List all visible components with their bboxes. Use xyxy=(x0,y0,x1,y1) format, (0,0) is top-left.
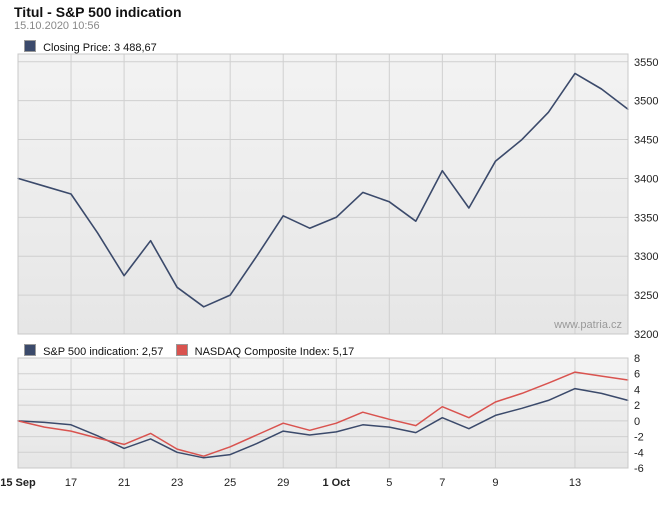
y-tick-label: 4 xyxy=(634,384,640,396)
legend-swatch-nasdaq xyxy=(176,344,188,356)
y-tick-label: -4 xyxy=(634,447,644,459)
x-tick-label: 15 Sep xyxy=(0,477,36,489)
legend-bottom: S&P 500 indication: 2,57 NASDAQ Composit… xyxy=(24,344,354,358)
watermark: www.patria.cz xyxy=(553,319,622,331)
legend-swatch-closing xyxy=(24,40,36,52)
legend-closing-price-label: Closing Price: 3 488,67 xyxy=(43,42,157,54)
legend-closing-price: Closing Price: 3 488,67 xyxy=(24,40,157,54)
y-tick-label: 6 xyxy=(634,369,640,381)
x-tick-label: 17 xyxy=(65,477,77,489)
y-tick-label: 3400 xyxy=(634,173,658,185)
y-tick-label: -6 xyxy=(634,463,644,475)
page-timestamp: 15.10.2020 10:56 xyxy=(14,20,182,32)
y-tick-label: 3500 xyxy=(634,96,658,108)
legend-sp500-label: S&P 500 indication: 2,57 xyxy=(43,346,163,358)
legend-swatch-sp500 xyxy=(24,344,36,356)
y-tick-label: 0 xyxy=(634,416,640,428)
y-tick-label: 3300 xyxy=(634,251,658,263)
y-tick-label: -2 xyxy=(634,432,644,444)
y-tick-label: 3550 xyxy=(634,57,658,69)
page-title: Titul - S&P 500 indication xyxy=(14,4,182,20)
y-tick-label: 3350 xyxy=(634,212,658,224)
x-tick-label: 21 xyxy=(118,477,130,489)
x-tick-label: 5 xyxy=(386,477,392,489)
x-tick-label: 7 xyxy=(439,477,445,489)
comparison-chart: -6 -4 -2 0 2 4 6 8 15 Sep 17 21 23 25 29 1 Oct 5 7 9 13 xyxy=(0,340,670,510)
x-tick-label: 13 xyxy=(569,477,581,489)
y-tick-label: 3450 xyxy=(634,135,658,147)
x-tick-label: 1 Oct xyxy=(323,477,351,489)
y-tick-label: 8 xyxy=(634,353,640,365)
x-tick-label: 23 xyxy=(171,477,183,489)
legend-nasdaq-label: NASDAQ Composite Index: 5,17 xyxy=(195,346,355,358)
price-chart: 32003250330033503400345035003550www.patr… xyxy=(0,36,670,366)
x-tick-label: 9 xyxy=(492,477,498,489)
x-tick-label: 25 xyxy=(224,477,236,489)
y-tick-label: 3250 xyxy=(634,290,658,302)
y-tick-label: 2 xyxy=(634,400,640,412)
x-tick-label: 29 xyxy=(277,477,289,489)
